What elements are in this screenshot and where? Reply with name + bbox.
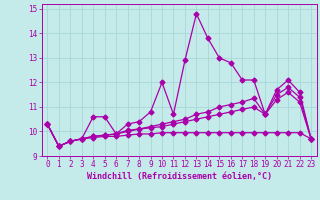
X-axis label: Windchill (Refroidissement éolien,°C): Windchill (Refroidissement éolien,°C) bbox=[87, 172, 272, 181]
